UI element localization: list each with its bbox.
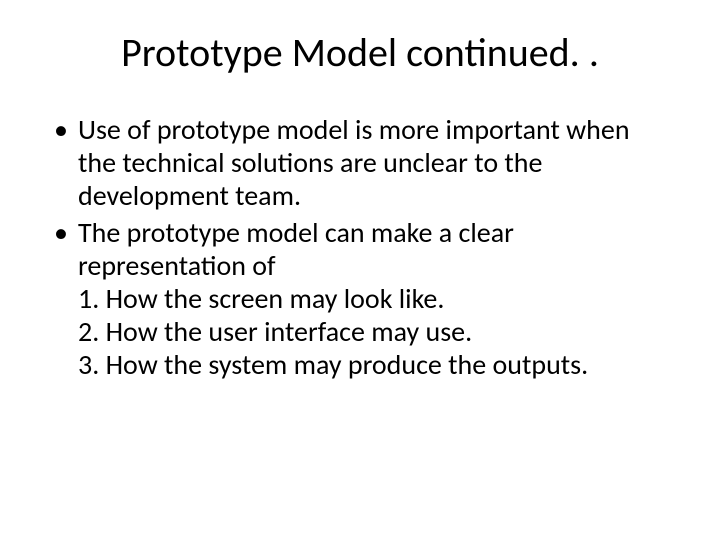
sublist-item: 2. How the user interface may use.	[78, 315, 670, 348]
slide-title: Prototype Model continued. .	[50, 28, 670, 77]
bullet-item: Use of prototype model is more important…	[50, 113, 670, 212]
bullet-item: The prototype model can make a clear rep…	[50, 216, 670, 381]
slide: Prototype Model continued. . Use of prot…	[0, 0, 720, 540]
bullet-list: Use of prototype model is more important…	[50, 113, 670, 381]
slide-body: Use of prototype model is more important…	[50, 113, 670, 381]
bullet-text: The prototype model can make a clear rep…	[78, 215, 514, 283]
sublist-item: 3. How the system may produce the output…	[78, 348, 670, 381]
sublist-item: 1. How the screen may look like.	[78, 282, 670, 315]
numbered-sublist: 1. How the screen may look like. 2. How …	[78, 282, 670, 381]
bullet-text: Use of prototype model is more important…	[78, 112, 630, 213]
